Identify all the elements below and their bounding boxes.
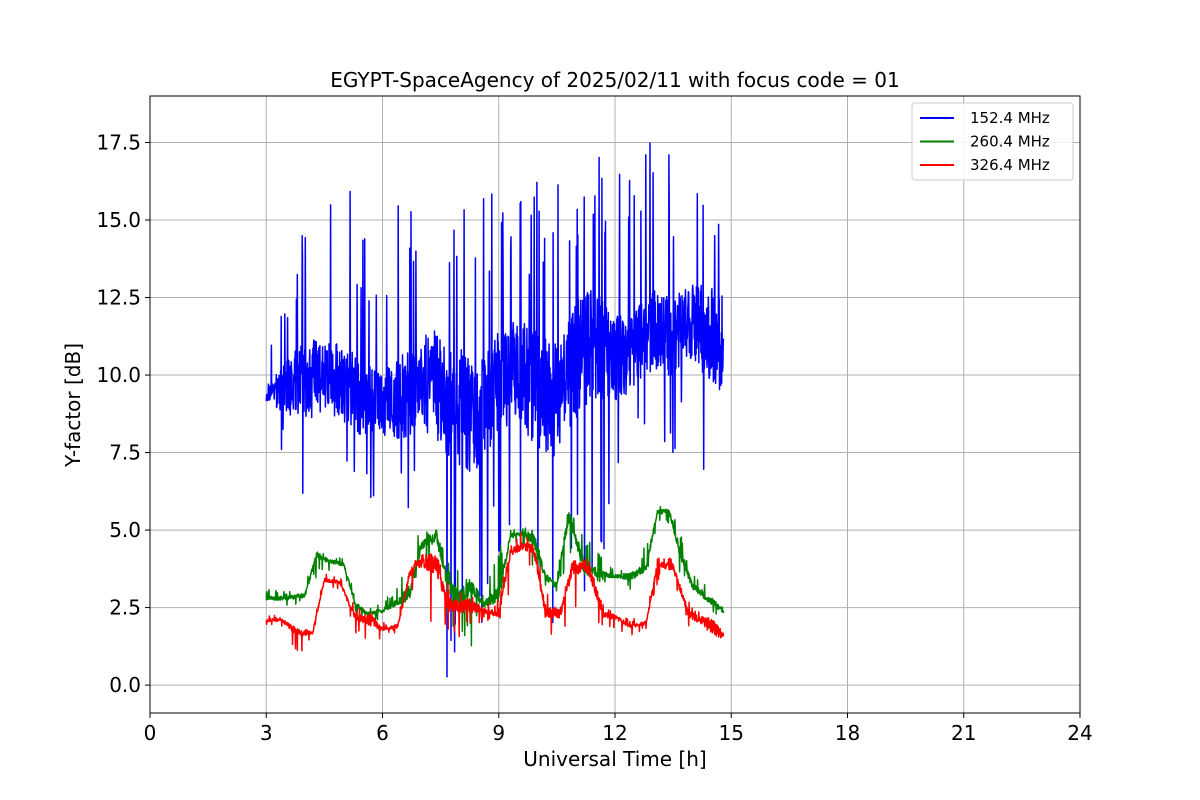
x-tick-label: 24 — [1067, 721, 1092, 745]
x-tick-label: 18 — [835, 721, 860, 745]
y-tick-label: 12.5 — [96, 286, 141, 310]
x-axis-label: Universal Time [h] — [523, 747, 706, 771]
x-tick-label: 12 — [602, 721, 627, 745]
x-tick-label: 21 — [951, 721, 976, 745]
x-tick-label: 0 — [144, 721, 157, 745]
legend-label: 326.4 MHz — [970, 156, 1050, 174]
x-tick-label: 6 — [376, 721, 389, 745]
y-tick-label: 0.0 — [109, 673, 141, 697]
y-tick-label: 17.5 — [96, 131, 141, 155]
legend-box — [911, 102, 1074, 181]
legend-label: 260.4 MHz — [970, 133, 1050, 151]
series-1 — [265, 142, 725, 678]
y-tick-label: 7.5 — [109, 441, 141, 465]
x-tick-label: 15 — [719, 721, 744, 745]
y-tick-label: 15.0 — [96, 208, 141, 232]
series-line — [265, 505, 725, 647]
chart-title: EGYPT-SpaceAgency of 2025/02/11 with foc… — [330, 68, 899, 92]
plot-area — [149, 95, 1081, 714]
y-axis-ticks: 0.0 2.5 5.0 7.5 10.0 12.5 15.0 17.5 — [96, 131, 150, 697]
x-tick-label: 3 — [260, 721, 273, 745]
legend: 152.4 MHz 260.4 MHz 326.4 MHz — [911, 102, 1074, 181]
y-axis-label: Y-factor [dB] — [61, 343, 85, 468]
series-2 — [265, 505, 725, 647]
data-series — [265, 142, 725, 678]
y-tick-label: 2.5 — [109, 596, 141, 620]
y-tick-label: 5.0 — [109, 518, 141, 542]
y-tick-label: 10.0 — [96, 363, 141, 387]
series-line — [265, 532, 725, 652]
x-tick-label: 9 — [492, 721, 505, 745]
series-line — [265, 142, 725, 678]
series-3 — [265, 532, 725, 652]
legend-label: 152.4 MHz — [970, 109, 1050, 127]
x-axis-ticks: 0 3 6 9 12 15 18 21 24 — [144, 713, 1093, 745]
